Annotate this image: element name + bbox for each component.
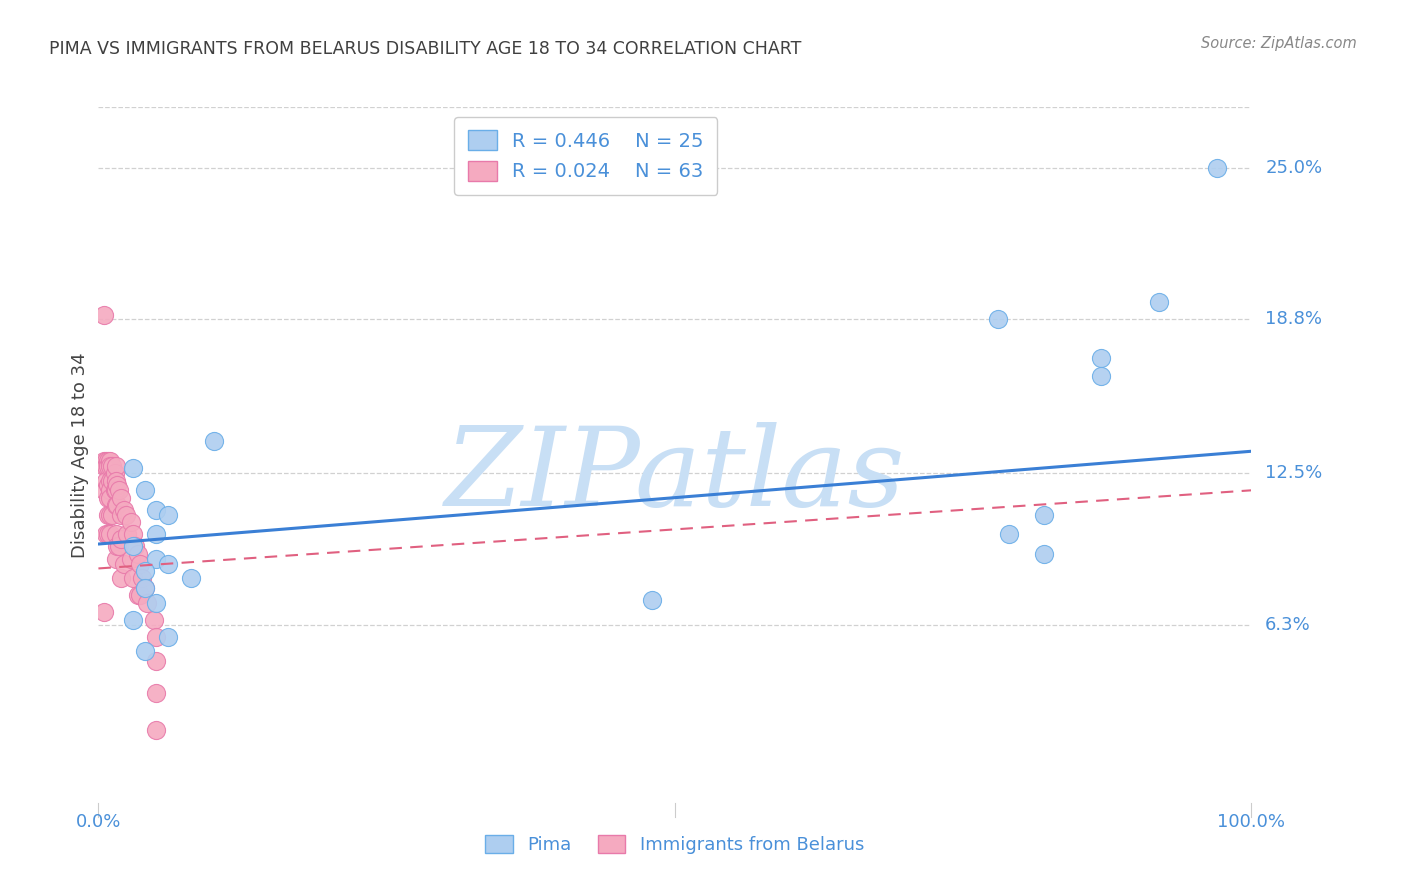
Point [134, 644, 156, 658]
Point [104, 483, 127, 498]
Point [1147, 295, 1170, 310]
Point [98, 483, 121, 498]
Point [122, 571, 145, 585]
Point [145, 527, 167, 541]
Point [127, 588, 149, 602]
Point [142, 613, 165, 627]
Point [122, 527, 145, 541]
Point [110, 571, 132, 585]
Point [1032, 547, 1054, 561]
Point [145, 654, 167, 668]
Point [93, 454, 115, 468]
Point [104, 551, 127, 566]
Point [98, 527, 121, 541]
Point [129, 588, 152, 602]
Point [117, 527, 138, 541]
Point [101, 508, 124, 522]
Point [97, 458, 120, 473]
Point [120, 515, 142, 529]
Point [98, 458, 121, 473]
Point [97, 478, 120, 492]
Point [145, 686, 167, 700]
Point [1090, 368, 1112, 383]
Point [103, 467, 125, 481]
Point [98, 508, 121, 522]
Point [97, 527, 120, 541]
Point [104, 527, 127, 541]
Point [96, 454, 118, 468]
Point [122, 540, 145, 554]
Point [134, 581, 156, 595]
Text: PIMA VS IMMIGRANTS FROM BELARUS DISABILITY AGE 18 TO 34 CORRELATION CHART: PIMA VS IMMIGRANTS FROM BELARUS DISABILI… [49, 40, 801, 58]
Point [96, 458, 118, 473]
Point [104, 474, 127, 488]
Point [98, 474, 121, 488]
Point [93, 458, 115, 473]
Point [145, 630, 167, 644]
Point [124, 540, 146, 554]
Point [641, 593, 664, 607]
Point [110, 491, 132, 505]
Point [156, 557, 179, 571]
Text: 25.0%: 25.0% [1265, 159, 1323, 178]
Point [93, 483, 115, 498]
Point [1032, 508, 1054, 522]
Point [104, 458, 127, 473]
Point [110, 532, 132, 546]
Point [129, 557, 152, 571]
Point [98, 454, 121, 468]
Point [120, 551, 142, 566]
Point [122, 461, 145, 475]
Point [104, 498, 127, 512]
Point [145, 596, 167, 610]
Point [156, 508, 179, 522]
Point [108, 540, 131, 554]
Text: Source: ZipAtlas.com: Source: ZipAtlas.com [1201, 36, 1357, 51]
Point [108, 483, 131, 498]
Point [97, 491, 120, 505]
Point [103, 483, 125, 498]
Point [101, 474, 124, 488]
Point [115, 508, 138, 522]
Point [105, 540, 128, 554]
Point [105, 498, 128, 512]
Point [145, 551, 167, 566]
Point [156, 630, 179, 644]
Legend: Pima, Immigrants from Belarus: Pima, Immigrants from Belarus [477, 826, 873, 863]
Point [93, 606, 115, 620]
Point [112, 503, 135, 517]
Point [145, 503, 167, 517]
Point [145, 723, 167, 737]
Point [110, 508, 132, 522]
Point [180, 571, 202, 585]
Point [134, 581, 156, 595]
Text: 18.8%: 18.8% [1265, 310, 1322, 328]
Point [93, 308, 115, 322]
Y-axis label: Disability Age 18 to 34: Disability Age 18 to 34 [70, 352, 89, 558]
Point [96, 474, 118, 488]
Point [202, 434, 225, 449]
Point [101, 458, 124, 473]
Text: ZIPatlas: ZIPatlas [444, 422, 905, 530]
Point [134, 564, 156, 578]
Point [97, 454, 120, 468]
Point [1090, 351, 1112, 366]
Point [987, 312, 1010, 326]
Point [134, 483, 156, 498]
Point [131, 571, 153, 585]
Text: 6.3%: 6.3% [1265, 615, 1310, 633]
Point [112, 557, 135, 571]
Text: 12.5%: 12.5% [1265, 464, 1323, 483]
Point [105, 478, 128, 492]
Point [127, 547, 149, 561]
Point [97, 508, 120, 522]
Point [98, 491, 121, 505]
Point [135, 596, 157, 610]
Point [96, 527, 118, 541]
Point [1205, 161, 1227, 175]
Point [998, 527, 1021, 541]
Point [122, 613, 145, 627]
